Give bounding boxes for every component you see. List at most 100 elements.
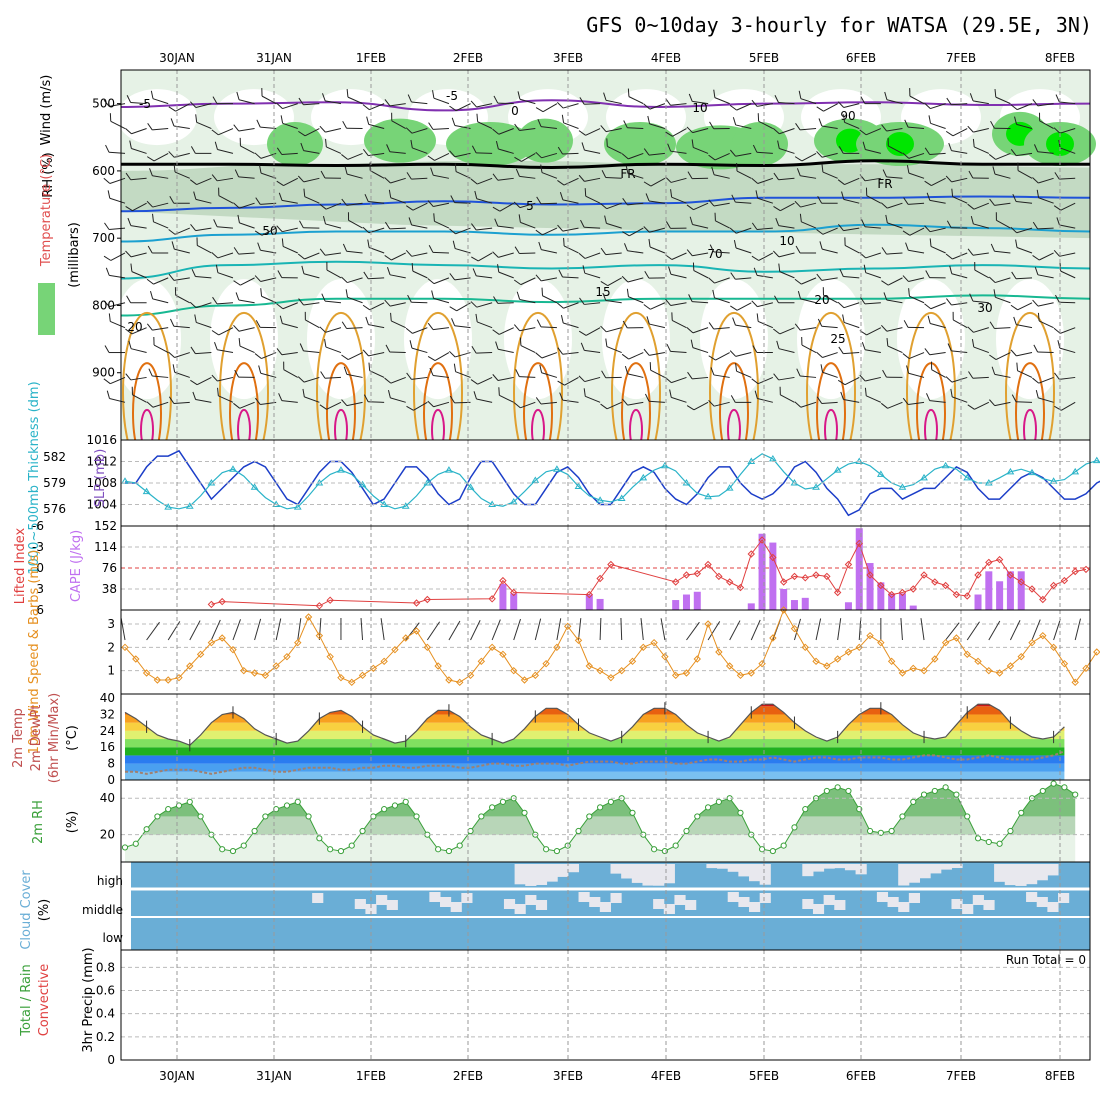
wind-barb: [578, 375, 601, 383]
wind-barb: [621, 275, 644, 283]
wind-barb: [926, 393, 946, 403]
wind-barb: [839, 268, 860, 279]
thickness-marker: [596, 496, 604, 503]
wind-barb: [1054, 172, 1076, 180]
wind-barb: [906, 365, 925, 378]
wind-barb: [989, 198, 1011, 206]
wind-speed-marker: [348, 678, 356, 687]
rh-marker: [283, 802, 291, 809]
rh-marker: [704, 804, 712, 811]
slp-line: [125, 449, 1100, 517]
wind-barb: [385, 344, 406, 354]
wind-barb: [709, 121, 730, 130]
wind-barb: [107, 190, 126, 204]
wind-barb: [320, 170, 341, 179]
cloud-unit: (%): [37, 899, 52, 922]
wind-barb: [666, 343, 687, 354]
cloud-high-gap: [642, 864, 654, 886]
lifted-index-marker: [326, 596, 334, 604]
temp-tick: 8: [107, 757, 115, 771]
wind-barb: [989, 399, 1011, 407]
wind-barb: [211, 374, 234, 382]
wind-speed-marker: [272, 662, 280, 670]
wind-barb: [556, 302, 579, 309]
cloud-middle-gap: [440, 897, 452, 907]
rh-marker: [575, 827, 582, 835]
wind-barb: [174, 287, 191, 304]
wind-barb: [837, 618, 842, 641]
wind-barb: [297, 252, 320, 260]
wind-barb: [578, 174, 601, 182]
wind-barb: [751, 300, 773, 308]
wind-barb: [777, 140, 795, 154]
lifted-tick: 3: [36, 582, 44, 596]
thickness-marker: [142, 487, 151, 495]
wind-barb: [534, 618, 542, 641]
lifted-index-marker: [790, 572, 799, 581]
rh-marker: [132, 840, 139, 847]
contour-label: 5: [526, 199, 534, 213]
cloud-middle-gap: [354, 899, 366, 909]
wind-barb: [947, 343, 968, 354]
wind-barb: [643, 348, 665, 356]
wind-barb: [406, 401, 428, 411]
wind-barb: [796, 168, 817, 179]
wind-barb: [859, 374, 881, 382]
wind-barb: [470, 177, 493, 185]
wind-barb: [322, 93, 342, 105]
wind-speed-marker: [142, 669, 151, 677]
wind-barb: [796, 368, 817, 378]
wind-barb: [470, 100, 493, 108]
wind-barb: [557, 146, 579, 155]
wind-speed-marker: [391, 645, 399, 654]
wind-barb: [427, 322, 449, 331]
wind-barb: [1074, 618, 1082, 641]
wind-barb: [127, 217, 147, 229]
temp-ylabel-1: 2m Temp: [11, 708, 26, 768]
wind-barb: [405, 327, 428, 334]
thickness-marker: [1028, 468, 1036, 476]
wind-barb: [665, 299, 687, 307]
temp-ylabel-3: (6hr Min/Max): [47, 693, 62, 783]
cloud-middle-gap: [599, 902, 611, 912]
wind-barb: [951, 188, 968, 204]
thickness-marker: [1092, 456, 1100, 464]
wind-barb: [492, 202, 514, 212]
wind-barb: [969, 93, 989, 105]
thickness-marker: [725, 484, 734, 491]
wind-barb: [924, 102, 946, 110]
wind-barb: [146, 323, 169, 331]
rh-dry-region: [700, 279, 768, 400]
wind-barb: [233, 324, 255, 332]
wind-barb: [148, 368, 169, 378]
wind-barb: [212, 296, 234, 305]
rh-marker: [845, 787, 852, 795]
wind-barb: [580, 342, 601, 354]
cloud-high-gap: [631, 864, 643, 883]
wind-barb: [844, 237, 860, 254]
wind-barb: [535, 227, 558, 236]
wind-barb: [341, 321, 363, 329]
wind-barb: [558, 269, 579, 279]
wind-speed-marker: [1017, 652, 1025, 661]
wind-speed-marker: [801, 643, 809, 652]
wind-barb: [278, 192, 298, 204]
pressure-tick-label: 700: [92, 231, 115, 245]
wind-barb: [946, 298, 968, 306]
thickness-marker: [553, 465, 561, 472]
wind-speed-marker: [1039, 631, 1047, 640]
rh-marker: [866, 827, 874, 835]
rh-dry-region: [996, 279, 1064, 400]
date-label-top: 4FEB: [651, 51, 681, 65]
wind-barb: [670, 189, 687, 204]
wind-barb: [794, 323, 817, 331]
wind-barb: [168, 396, 190, 404]
wind-barb: [211, 174, 234, 182]
wind-barb: [367, 239, 385, 254]
wind-barb: [643, 177, 666, 187]
thickness-marker: [941, 461, 950, 469]
rh-marker: [1072, 791, 1079, 798]
wind-speed-marker: [1082, 664, 1090, 673]
wind-barb: [190, 376, 212, 386]
wind-barb: [324, 339, 342, 354]
